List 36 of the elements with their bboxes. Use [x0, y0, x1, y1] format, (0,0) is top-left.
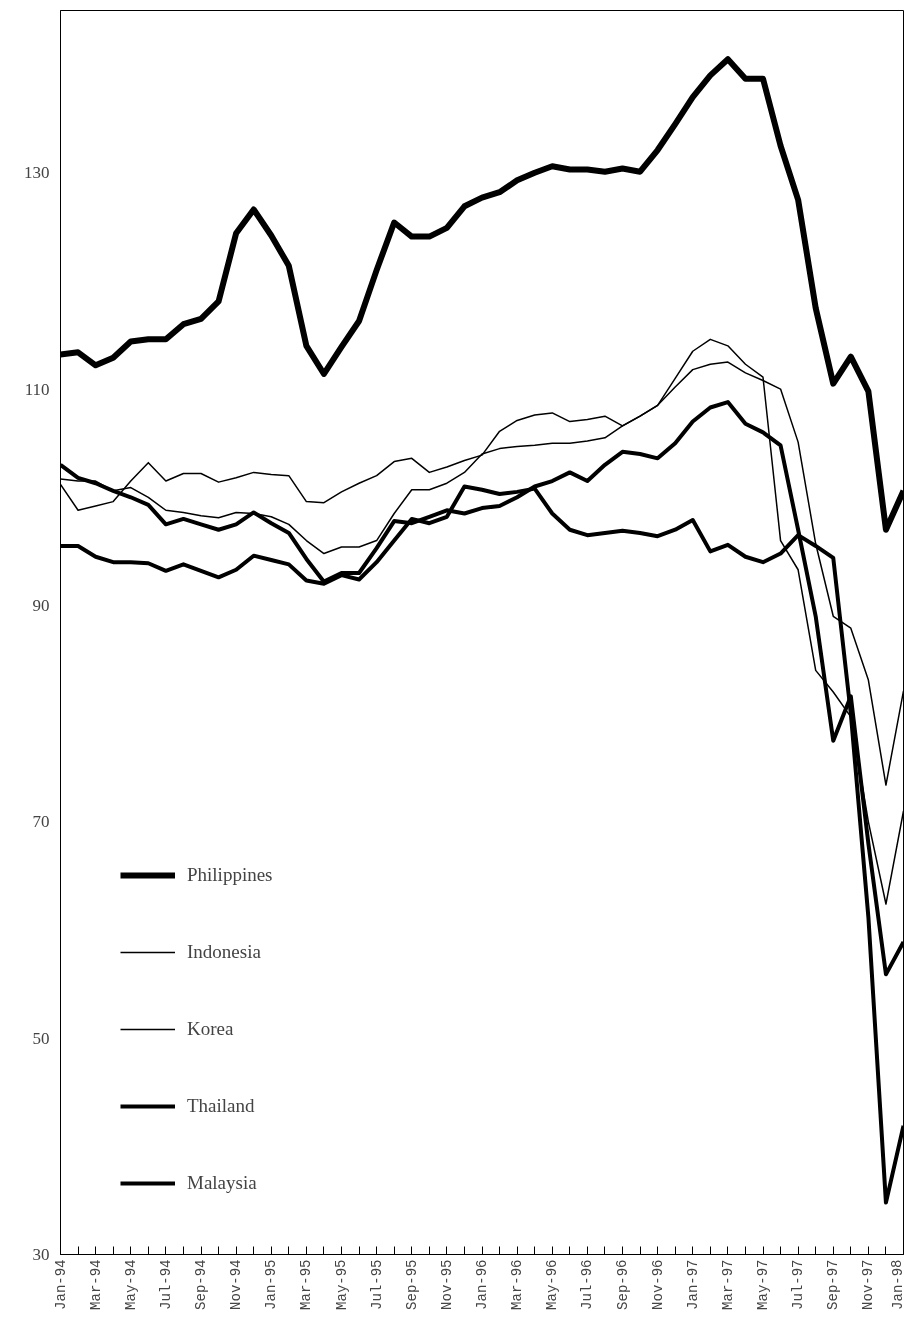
y-tick-label: 90: [32, 595, 50, 615]
x-tick-label: Mar-94: [87, 1259, 104, 1310]
x-tick-label: Sep-95: [403, 1259, 420, 1310]
y-tick-label: 30: [32, 1245, 50, 1264]
x-tick-label: May-95: [333, 1259, 350, 1310]
x-tick-label: Nov-97: [860, 1259, 877, 1310]
x-tick-label: Jan-98: [889, 1259, 905, 1310]
x-tick-label: Jan-94: [52, 1259, 69, 1310]
x-tick-label: Jul-95: [368, 1259, 385, 1310]
x-tick-label: May-96: [544, 1259, 561, 1310]
legend-label: Indonesia: [187, 941, 261, 963]
x-tick-label: Mar-96: [509, 1259, 526, 1310]
legend-label: Korea: [187, 1018, 234, 1040]
x-tick-label: Jul-94: [157, 1259, 174, 1310]
x-tick-label: Mar-95: [298, 1259, 315, 1310]
x-tick-label: May-97: [755, 1259, 771, 1310]
x-tick-label: Jan-95: [263, 1259, 280, 1310]
x-tick-label: Nov-94: [228, 1259, 245, 1310]
y-tick-label: 50: [32, 1028, 50, 1048]
y-tick-label: 110: [24, 379, 50, 399]
x-tick-label: Jan-96: [474, 1259, 490, 1310]
x-tick-label: Sep-96: [614, 1259, 631, 1310]
legend-label: Philippines: [187, 864, 273, 886]
y-tick-label: 130: [24, 163, 50, 183]
x-tick-label: Mar-97: [719, 1259, 736, 1310]
y-tick-label: 70: [32, 812, 50, 832]
x-tick-label: Nov-96: [649, 1259, 666, 1310]
x-tick-label: Jul-96: [579, 1259, 596, 1310]
x-tick-label: Sep-94: [193, 1259, 209, 1310]
x-tick-label: Jul-97: [790, 1259, 807, 1310]
legend-label: Malaysia: [187, 1172, 257, 1194]
x-tick-label: Sep-97: [825, 1259, 842, 1310]
x-tick-label: Nov-95: [438, 1259, 455, 1310]
x-tick-label: May-94: [122, 1259, 139, 1310]
x-tick-label: Jan-97: [684, 1259, 701, 1310]
legend-label: Thailand: [187, 1095, 255, 1117]
